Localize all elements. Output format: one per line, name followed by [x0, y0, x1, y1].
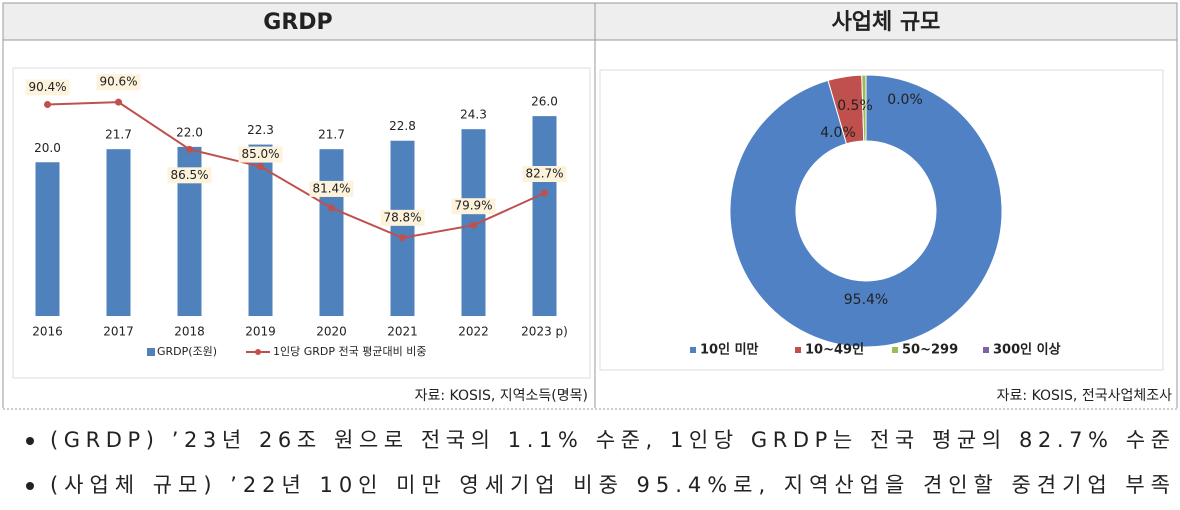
legend-swatch — [795, 347, 801, 353]
bullet-text: (사업체 규모) ’22년 10인 미만 영세기업 비중 95.4%로, 지역산… — [50, 473, 1170, 497]
x-tick-label: 2018 — [174, 325, 205, 339]
bar — [35, 162, 60, 316]
legend-swatch — [690, 347, 696, 353]
legend-swatch — [983, 347, 989, 353]
x-tick-label: 2019 — [245, 325, 276, 339]
bar — [106, 149, 131, 316]
data-label: 22.0 — [176, 125, 203, 139]
label-bg — [522, 166, 567, 182]
header: GRDP — [263, 10, 332, 35]
legend-label: 50~299 — [902, 343, 958, 358]
bar — [532, 116, 557, 316]
data-label: 0.0% — [887, 92, 923, 108]
data-label: 90.6% — [99, 75, 137, 89]
data-label: 79.9% — [454, 199, 492, 213]
line-point — [257, 163, 264, 171]
data-label: 21.7 — [318, 128, 345, 142]
data-label: 26.0 — [531, 95, 558, 109]
label-bg — [451, 198, 496, 215]
header: 사업체 규모 — [832, 10, 941, 35]
legend-label: 1인당 GRDP 전국 평균대비 비중 — [273, 345, 426, 358]
legend-label: 10~49인 — [805, 342, 864, 358]
bullet-text: (GRDP) ’23년 26조 원으로 전국의 1.1% 수준, 1인당 GRD… — [50, 428, 1170, 452]
data-label: 22.3 — [247, 123, 274, 137]
data-label: 0.5% — [837, 98, 873, 114]
line-point — [115, 98, 122, 106]
data-label: 85.0% — [241, 147, 279, 161]
label-bg — [309, 180, 354, 197]
bar — [390, 140, 415, 316]
label-bg — [25, 79, 70, 96]
line-point — [399, 234, 406, 242]
data-label: 82.7% — [525, 167, 563, 181]
data-label: 22.8 — [389, 119, 416, 133]
x-tick-label: 2016 — [32, 325, 63, 339]
legend-swatch — [147, 348, 155, 356]
source: 자료: KOSIS, 전국사업체조사 — [997, 388, 1172, 404]
bar — [319, 149, 344, 316]
legend-label: GRDP(조원) — [157, 345, 217, 358]
x-tick-label: 2021 — [387, 325, 418, 339]
x-tick-label: 2023 p) — [521, 325, 568, 339]
legend-label: 10인 미만 — [700, 342, 759, 358]
header-row — [2, 2, 1178, 41]
data-label: 4.0% — [820, 125, 856, 141]
data-label: 81.4% — [312, 181, 350, 195]
data-label: 95.4% — [844, 292, 888, 308]
label-bg — [238, 146, 283, 163]
bullet — [26, 437, 34, 445]
data-label: 24.3 — [460, 108, 487, 122]
line-point — [541, 189, 548, 197]
legend-label: 300인 이상 — [993, 342, 1061, 358]
slice — [729, 74, 1003, 348]
label-bg — [167, 167, 212, 184]
data-label: 90.4% — [28, 80, 66, 94]
line-point — [44, 100, 51, 108]
data-label: 86.5% — [170, 168, 208, 182]
bar — [248, 144, 273, 316]
source: 자료: KOSIS, 지역소득(명목) — [415, 388, 588, 404]
x-tick-label: 2017 — [103, 325, 134, 339]
data-label: 78.8% — [383, 210, 421, 224]
label-bg — [96, 74, 141, 91]
label-bg — [380, 209, 425, 226]
chart-panel — [12, 67, 591, 379]
line-point — [470, 221, 477, 229]
data-label: 21.7 — [105, 128, 132, 142]
data-label: 20.0 — [34, 141, 61, 155]
x-tick-label: 2022 — [458, 325, 489, 339]
line — [47, 101, 545, 239]
line-point — [186, 145, 193, 153]
bullet — [26, 482, 34, 490]
legend-marker — [255, 349, 261, 355]
x-tick-label: 2020 — [316, 325, 347, 339]
line-point — [328, 204, 335, 212]
legend-swatch — [892, 347, 898, 353]
